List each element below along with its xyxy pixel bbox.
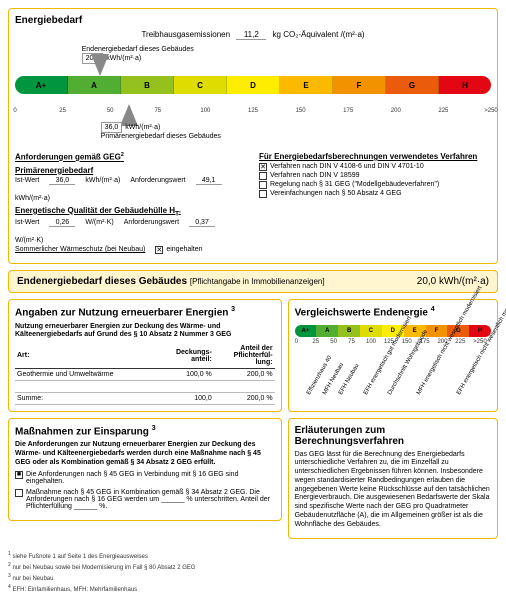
scale-seg-C: C [174, 76, 227, 94]
verfahren-item: Verfahren nach DIN V 18599 [259, 172, 491, 180]
checkbox-icon [259, 190, 267, 198]
scale-seg-B: B [121, 76, 174, 94]
scale-seg-G: G [386, 76, 439, 94]
renewable-table: Art: Deckungs- anteil: Anteil der Pflich… [15, 343, 275, 405]
mass-item: Maßnahme nach § 45 GEG in Kombination ge… [15, 489, 275, 510]
checkbox-icon: ■ [15, 471, 23, 479]
table-row [15, 381, 275, 393]
scale-seg-E: E [280, 76, 333, 94]
footnotes: 1 siehe Fußnote 1 auf Seite 1 des Energi… [8, 551, 498, 594]
checkbox-icon [15, 489, 23, 497]
endenergie-bar: Endenergiebedarf dieses Gebäudes [Pflich… [8, 270, 498, 293]
scale-seg-H: H [439, 76, 491, 94]
checkbox-icon: ✕ [155, 246, 163, 254]
checkbox-icon: ✕ [259, 163, 267, 171]
verfahren-block: Für Energiebedarfsberechnungen verwendet… [259, 148, 491, 257]
checkbox-icon [259, 172, 267, 180]
scale-seg-A+: A+ [15, 76, 68, 94]
table-row: Geothermie und Umweltwärme100,0 %200,0 % [15, 369, 275, 381]
vergleich-panel: Vergleichswerte Endenergie 4 A+ABCDEFGH … [288, 299, 498, 411]
verfahren-item: Vereinfachungen nach § 50 Absatz 4 GEG [259, 190, 491, 198]
massnahmen-panel: Maßnahmen zur Einsparung 3 Die Anforderu… [8, 418, 282, 521]
verfahren-item: ✕Verfahren nach DIN V 4108-6 und DIN V 4… [259, 163, 491, 171]
scale-seg-A: A [68, 76, 121, 94]
efficiency-scale: Endenergiebedarf dieses Gebäudes 20,0kWh… [15, 46, 491, 140]
verfahren-item: Regelung nach § 31 GEG ("Modellgebäudeve… [259, 181, 491, 189]
erlauterungen-panel: Erläuterungen zum Berechnungsverfahren D… [288, 418, 498, 540]
mass-item: ■Die Anforderungen nach § 45 GEG in Verb… [15, 471, 275, 485]
ghg-row: Treibhausgasemissionen 11,2 kg CO₂-Äquiv… [15, 30, 491, 40]
arrow-down-icon [91, 54, 109, 76]
panel-title: Energiebedarf [15, 15, 491, 26]
geg-requirements: Anforderungen gemäß GEG2 Primärenergiebe… [15, 148, 247, 257]
renewable-panel: Angaben zur Nutzung erneuerbarer Energie… [8, 299, 282, 412]
scale-seg-F: F [333, 76, 386, 94]
checkbox-icon [259, 181, 267, 189]
bottom-arrow-label: 36,0kWh/(m²·a) Primärenergiebedarf diese… [101, 122, 221, 140]
scale-seg-D: D [227, 76, 280, 94]
energiebedarf-panel: Energiebedarf Treibhausgasemissionen 11,… [8, 8, 498, 264]
